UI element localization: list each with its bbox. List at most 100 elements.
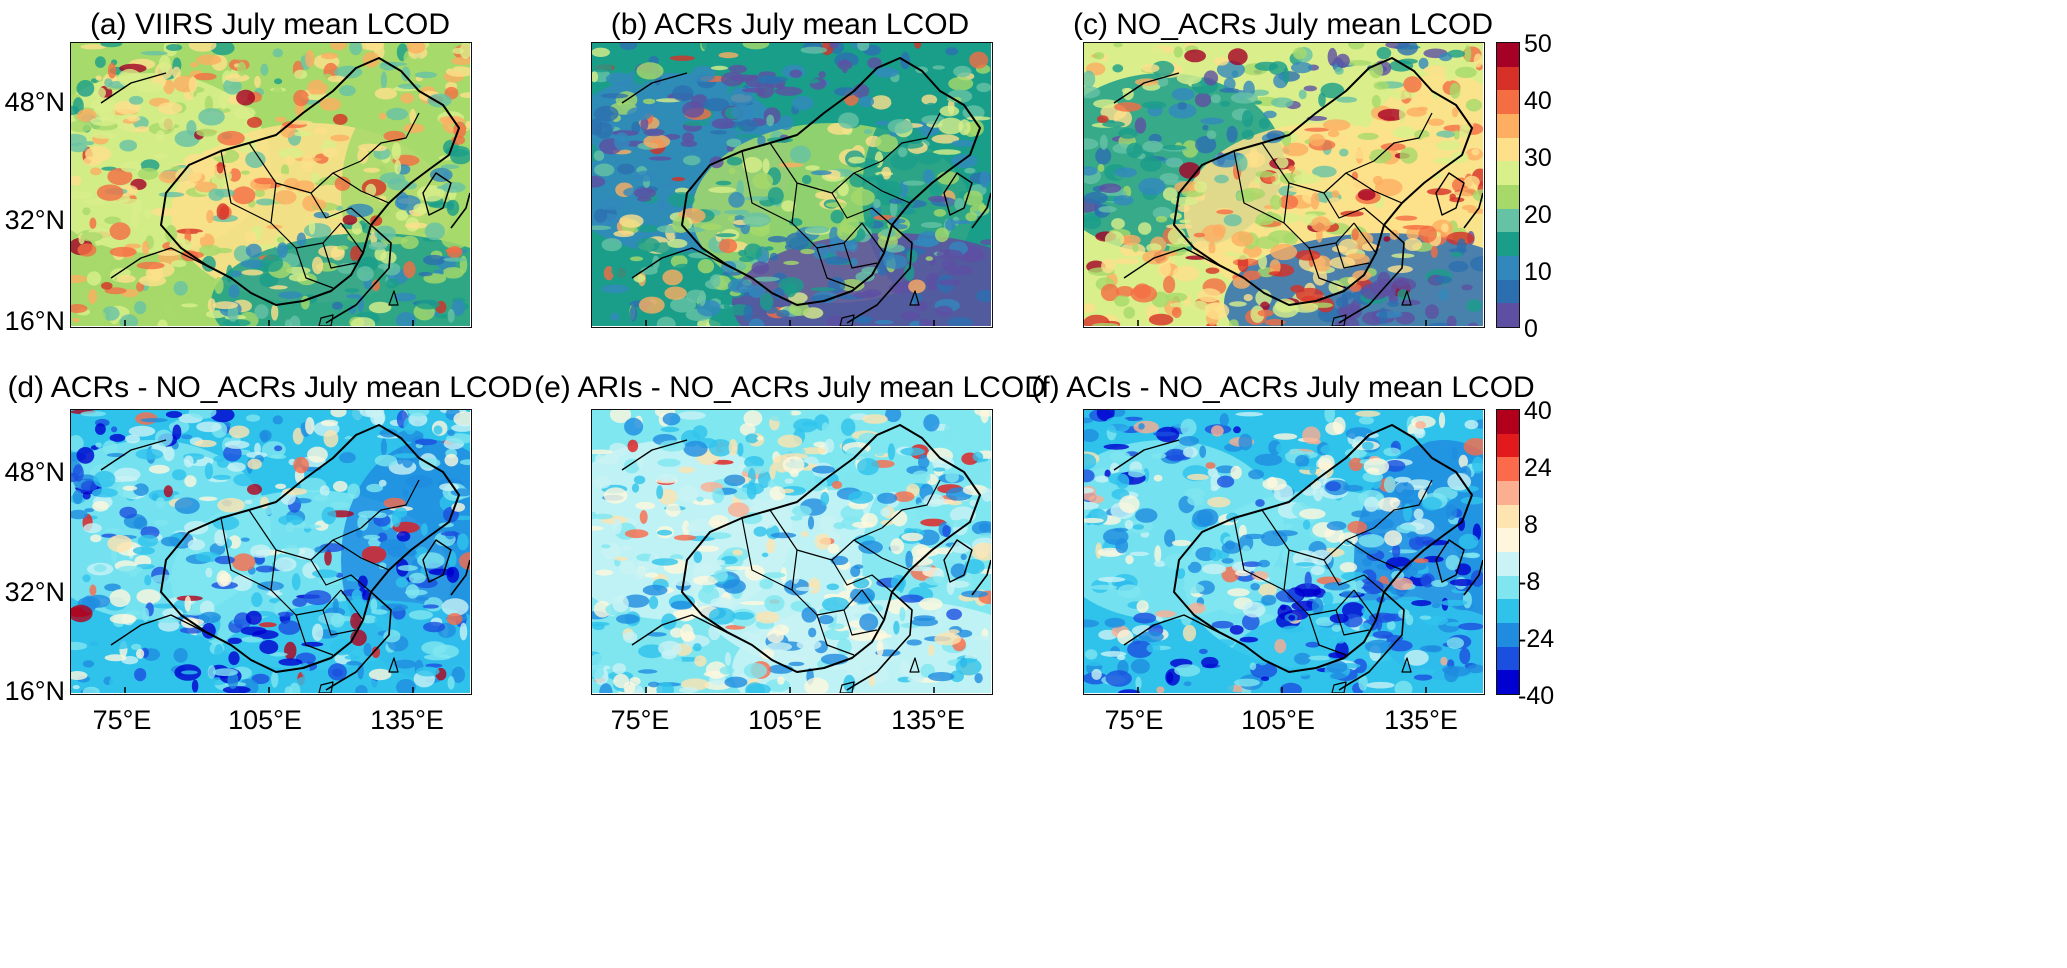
map-field-cell <box>131 643 142 650</box>
map-field-cell <box>1097 576 1126 583</box>
map-field-cell <box>728 192 745 208</box>
map-field-cell <box>356 528 363 538</box>
map-field-cell <box>165 224 178 243</box>
map-field-cell <box>1084 417 1093 424</box>
map-field-cell <box>1258 117 1270 129</box>
map-field-cell <box>636 237 660 252</box>
map-field-cell <box>275 483 287 489</box>
map-field-cell <box>405 475 433 488</box>
map-field-cell <box>175 167 202 184</box>
map-field-cell <box>718 52 739 59</box>
map-field-cell <box>1115 473 1130 489</box>
map-field-cell <box>210 410 235 423</box>
map-field-cell <box>595 121 613 139</box>
map-field-cell <box>697 259 715 274</box>
colorbar-top-tick-0: 0 <box>1524 315 1538 343</box>
map-field-cell <box>107 62 117 79</box>
map-field-cell <box>293 456 309 474</box>
map-field-cell <box>240 170 250 175</box>
map-field-cell <box>1211 425 1224 437</box>
map-field-cell <box>1094 475 1110 483</box>
map-field-cell <box>1415 536 1436 547</box>
map-field-cell <box>1373 81 1389 90</box>
map-field-cell <box>1304 571 1312 589</box>
map-field-cell <box>711 275 721 288</box>
map-field-cell <box>385 278 399 289</box>
map-field-cell <box>592 475 612 489</box>
map-field-cell <box>732 611 755 620</box>
map-field-cell <box>878 44 904 52</box>
map-field-cell <box>135 126 150 133</box>
map-field-cell <box>1138 177 1166 196</box>
lat-label-32n-bottom: 32°N <box>4 577 65 607</box>
map-field-cell <box>866 216 875 229</box>
map-field-cell <box>1114 295 1130 307</box>
colorbar-top-tick-50: 50 <box>1524 30 1552 58</box>
map-field-cell <box>171 469 187 481</box>
map-field-cell <box>1405 614 1414 626</box>
map-field-cell <box>453 411 470 427</box>
coastline <box>943 539 973 583</box>
map-field-cell <box>874 320 894 325</box>
map-field-cell <box>829 43 839 49</box>
map-field-cell <box>914 152 942 165</box>
map-field-cell <box>1098 183 1122 193</box>
map-field-cell <box>738 119 758 132</box>
map-field-cell <box>109 433 126 442</box>
map-field-cell <box>1384 530 1403 547</box>
map-field-cell <box>370 598 378 612</box>
lon-label-135e-f: 135°E <box>1384 705 1458 735</box>
map-field-cell <box>1436 130 1455 138</box>
map-field-cell <box>946 608 962 620</box>
map-field-cell <box>928 644 935 657</box>
map-field-cell <box>1199 648 1208 655</box>
map-field-cell <box>651 558 679 566</box>
map-field-cell <box>1294 583 1321 598</box>
cbar-bottom-swatch-11 <box>1497 670 1519 694</box>
map-field-cell <box>1135 676 1142 690</box>
map-field-cell <box>808 577 821 594</box>
map-field-cell <box>1260 676 1270 682</box>
map-field-cell <box>976 82 991 93</box>
map-field-cell <box>773 624 790 636</box>
map-field-cell <box>272 48 283 58</box>
map-field-cell <box>644 572 659 578</box>
map-field-cell <box>82 686 100 693</box>
coastline <box>1331 681 1347 693</box>
map-field-cell <box>1324 526 1344 543</box>
colorbar-bottom-tick-24: 24 <box>1524 454 1552 482</box>
map-field-cell <box>701 43 715 52</box>
map-field-cell <box>254 555 265 565</box>
map-field-cell <box>351 589 363 602</box>
map-field-cell <box>818 71 826 79</box>
map-field-cell <box>416 666 440 677</box>
map-field-cell <box>859 613 879 631</box>
map-field-cell <box>330 43 347 51</box>
map-field-cell <box>300 295 310 310</box>
map-field-cell <box>1357 547 1379 555</box>
map-field-cell <box>947 317 974 326</box>
map-field-cell <box>314 520 329 531</box>
map-field-cell <box>1357 132 1379 140</box>
map-field-cell <box>1085 649 1098 660</box>
province-border <box>1353 222 1377 254</box>
province-border <box>853 539 911 571</box>
map-field-cell <box>893 491 915 502</box>
province-border <box>220 150 272 224</box>
map-field-cell <box>1427 322 1453 326</box>
map-field-cell <box>783 260 800 265</box>
map-field-cell <box>85 146 112 162</box>
map-field-cell <box>330 134 350 142</box>
map-field-cell <box>805 52 823 69</box>
map-field-cell <box>440 531 460 536</box>
map-field-cell <box>1383 476 1396 493</box>
map-field-cell <box>374 247 387 261</box>
map-field-cell <box>363 167 381 173</box>
map-field-cell <box>71 641 88 651</box>
map-field-cell <box>633 187 656 199</box>
map-field-cell <box>743 304 753 322</box>
map-field-cell <box>293 89 309 107</box>
map-field-cell <box>646 632 667 637</box>
map-field-cell <box>804 677 829 693</box>
map-field-cell <box>1339 148 1349 157</box>
